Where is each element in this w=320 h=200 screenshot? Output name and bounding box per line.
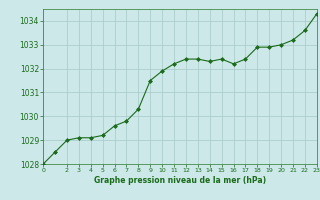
X-axis label: Graphe pression niveau de la mer (hPa): Graphe pression niveau de la mer (hPa) bbox=[94, 176, 266, 185]
